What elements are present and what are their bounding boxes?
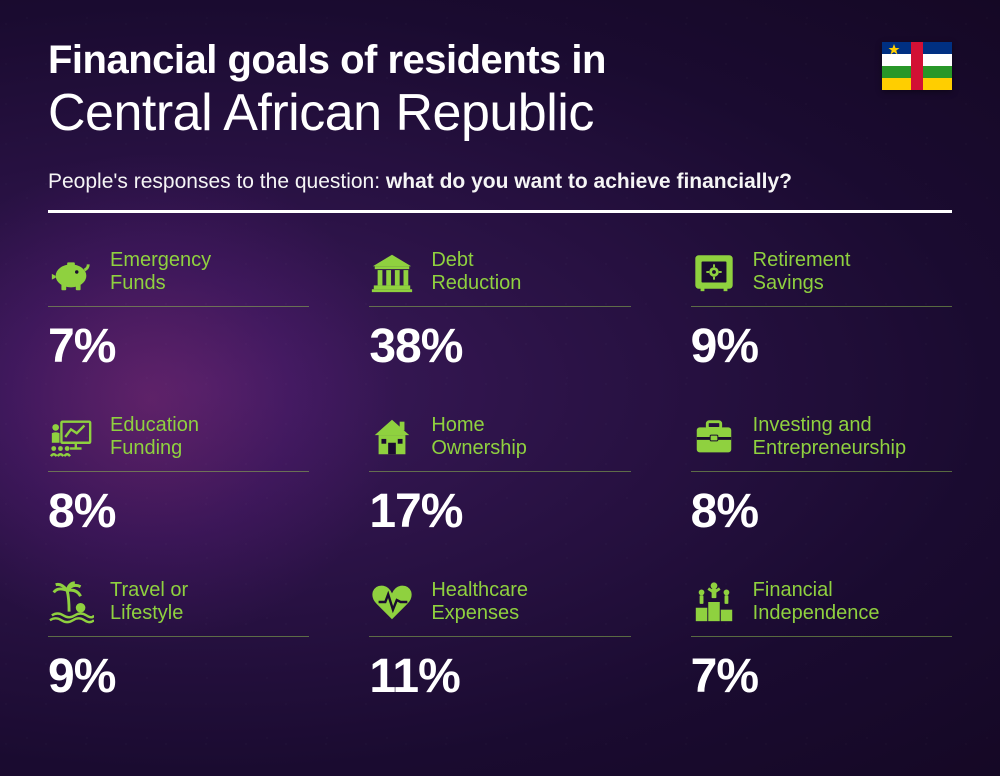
briefcase-icon: [691, 414, 737, 460]
stat-label: HealthcareExpenses: [431, 579, 528, 625]
stat-travel-lifestyle: Travel orLifestyle 9%: [48, 579, 309, 704]
stat-label: Investing andEntrepreneurship: [753, 414, 906, 460]
bank-icon: [369, 249, 415, 295]
stat-value: 11%: [369, 649, 630, 704]
stat-label: HomeOwnership: [431, 414, 527, 460]
cell-header: FinancialIndependence: [691, 579, 952, 637]
header: Financial goals of residents in Central …: [48, 38, 952, 144]
stat-debt-reduction: DebtReduction 38%: [369, 249, 630, 374]
cell-header: RetirementSavings: [691, 249, 952, 307]
title-block: Financial goals of residents in Central …: [48, 38, 882, 144]
divider: [48, 210, 952, 213]
stat-label: RetirementSavings: [753, 249, 851, 295]
stat-emergency-funds: EmergencyFunds 7%: [48, 249, 309, 374]
stat-healthcare-expenses: HealthcareExpenses 11%: [369, 579, 630, 704]
heartbeat-icon: [369, 579, 415, 625]
stat-value: 9%: [48, 649, 309, 704]
stat-label: FinancialIndependence: [753, 579, 880, 625]
stat-label: Travel orLifestyle: [110, 579, 188, 625]
stat-value: 7%: [48, 319, 309, 374]
stat-education-funding: EducationFunding 8%: [48, 414, 309, 539]
flag-icon: [882, 42, 952, 90]
stat-value: 38%: [369, 319, 630, 374]
cell-header: DebtReduction: [369, 249, 630, 307]
cell-header: Travel orLifestyle: [48, 579, 309, 637]
title-line1: Financial goals of residents in: [48, 38, 882, 82]
stat-value: 9%: [691, 319, 952, 374]
presentation-icon: [48, 414, 94, 460]
stat-retirement-savings: RetirementSavings 9%: [691, 249, 952, 374]
title-line2: Central African Republic: [48, 84, 882, 144]
house-icon: [369, 414, 415, 460]
safe-icon: [691, 249, 737, 295]
stat-label: EmergencyFunds: [110, 249, 211, 295]
stats-grid: EmergencyFunds 7% DebtReduction 38% Reti…: [48, 249, 952, 704]
cell-header: Investing andEntrepreneurship: [691, 414, 952, 472]
piggy-bank-icon: [48, 249, 94, 295]
cell-header: EducationFunding: [48, 414, 309, 472]
stat-value: 8%: [48, 484, 309, 539]
stat-home-ownership: HomeOwnership 17%: [369, 414, 630, 539]
stat-financial-independence: FinancialIndependence 7%: [691, 579, 952, 704]
stat-value: 8%: [691, 484, 952, 539]
stat-value: 7%: [691, 649, 952, 704]
subtitle-prefix: People's responses to the question:: [48, 170, 386, 193]
stat-value: 17%: [369, 484, 630, 539]
palm-icon: [48, 579, 94, 625]
infographic-page: Financial goals of residents in Central …: [0, 0, 1000, 734]
stat-label: DebtReduction: [431, 249, 521, 295]
subtitle: People's responses to the question: what…: [48, 170, 952, 194]
stat-investing-entrepreneurship: Investing andEntrepreneurship 8%: [691, 414, 952, 539]
stat-label: EducationFunding: [110, 414, 199, 460]
subtitle-bold: what do you want to achieve financially?: [386, 170, 792, 193]
cell-header: HealthcareExpenses: [369, 579, 630, 637]
cell-header: HomeOwnership: [369, 414, 630, 472]
podium-icon: [691, 579, 737, 625]
cell-header: EmergencyFunds: [48, 249, 309, 307]
